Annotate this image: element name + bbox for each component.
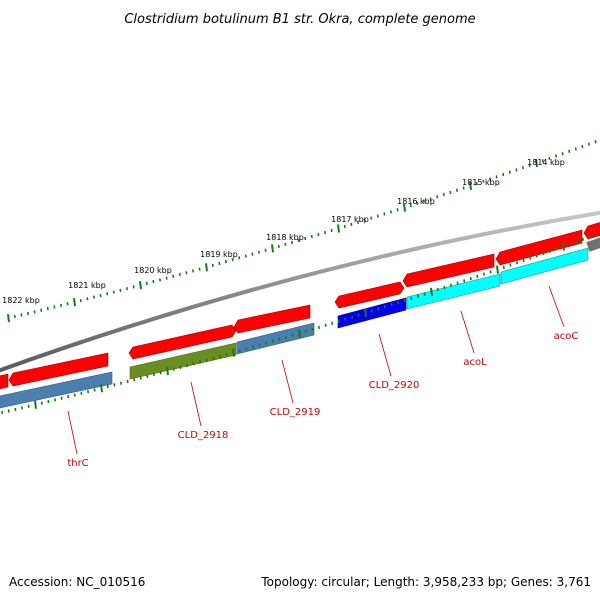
- cds-block-acoC[interactable]: [500, 247, 589, 285]
- inner-major-tick: [562, 242, 565, 251]
- forward-feature-arrow[interactable]: [128, 324, 237, 360]
- ruler-major-tick: [139, 281, 142, 290]
- inner-major-tick: [232, 348, 235, 357]
- cds-block-thrC[interactable]: [0, 371, 113, 409]
- cds-block-CLD_2918[interactable]: [129, 342, 237, 380]
- ruler-major-tick: [7, 314, 10, 323]
- topology-summary: Topology: circular; Length: 3,958,233 bp…: [260, 575, 591, 589]
- inner-ruler-ticks: [1, 232, 598, 415]
- forward-feature-arrow[interactable]: [402, 253, 495, 288]
- gene-label-CLD_2920[interactable]: CLD_2920: [369, 380, 420, 391]
- gene-labels: thrC CLD_2918 CLD_2919 CLD_2920 acoL aco…: [67, 285, 579, 469]
- ruler-major-tick: [535, 158, 538, 168]
- forward-feature-arrow[interactable]: [495, 229, 583, 266]
- ruler-label-1820: 1820 kbp: [134, 266, 172, 275]
- ruler-label-1816: 1816 kbp: [397, 197, 435, 206]
- forward-feature-arrow[interactable]: [583, 221, 600, 240]
- forward-feature-arrow[interactable]: [8, 352, 109, 387]
- ruler-label-1819: 1819 kbp: [200, 250, 238, 259]
- gene-label-CLD_2919[interactable]: CLD_2919: [270, 407, 321, 418]
- cds-block-CLD_2920[interactable]: [337, 297, 407, 329]
- ruler-label-1817: 1817 kbp: [331, 215, 369, 224]
- ruler-major-tick: [403, 203, 406, 212]
- gene-leader-line: [460, 310, 475, 354]
- inner-major-tick: [298, 329, 301, 338]
- gene-label-acoC[interactable]: acoC: [554, 331, 579, 342]
- forward-feature-arrow[interactable]: [334, 281, 405, 309]
- genome-backbone: [0, 210, 600, 373]
- inner-major-tick: [166, 366, 169, 376]
- ruler-major-tick: [205, 263, 208, 272]
- ruler-major-tick: [469, 181, 472, 190]
- cds-block-CLD_2919[interactable]: [236, 322, 315, 355]
- ruler-major-ticks: [7, 158, 538, 323]
- map-title: Clostridium botulinum B1 str. Okra, comp…: [124, 12, 475, 27]
- ruler-minor-ticks: [13, 140, 597, 319]
- cds-block-acoL[interactable]: [406, 273, 501, 310]
- inner-major-tick: [100, 384, 103, 393]
- inner-major-tick: [496, 265, 499, 274]
- forward-feature-arrow[interactable]: [233, 304, 311, 334]
- ruler-labels: 1822 kbp 1821 kbp 1820 kbp 1819 kbp 1818…: [2, 158, 565, 305]
- ruler-major-tick: [271, 244, 274, 253]
- accession-text: Accession: NC_010516: [9, 575, 145, 589]
- inner-major-tick: [34, 400, 37, 409]
- gene-leader-line: [281, 359, 294, 404]
- gene-leader-line: [190, 381, 202, 427]
- gene-label-CLD_2918[interactable]: CLD_2918: [178, 430, 229, 441]
- ruler-label-1815: 1815 kbp: [462, 178, 500, 187]
- backbone-end-dark: [586, 237, 600, 252]
- ruler-label-1818: 1818 kbp: [266, 233, 304, 242]
- ruler-major-tick: [73, 298, 76, 307]
- forward-features: [0, 221, 600, 390]
- gene-label-thrC[interactable]: thrC: [67, 458, 88, 469]
- inner-major-tick: [364, 308, 367, 318]
- ruler-label-1822: 1822 kbp: [2, 296, 40, 305]
- cds-features: [0, 247, 589, 409]
- gene-leader-line: [67, 410, 78, 455]
- gene-leader-line: [548, 285, 565, 328]
- inner-major-tick: [430, 287, 433, 296]
- forward-feature-arrow[interactable]: [0, 373, 9, 390]
- gene-leader-line: [378, 333, 392, 377]
- ruler-major-tick: [337, 224, 340, 233]
- ruler-label-1821: 1821 kbp: [68, 281, 106, 290]
- gene-label-acoL[interactable]: acoL: [463, 357, 487, 368]
- ruler-label-1814: 1814 kbp: [527, 158, 565, 167]
